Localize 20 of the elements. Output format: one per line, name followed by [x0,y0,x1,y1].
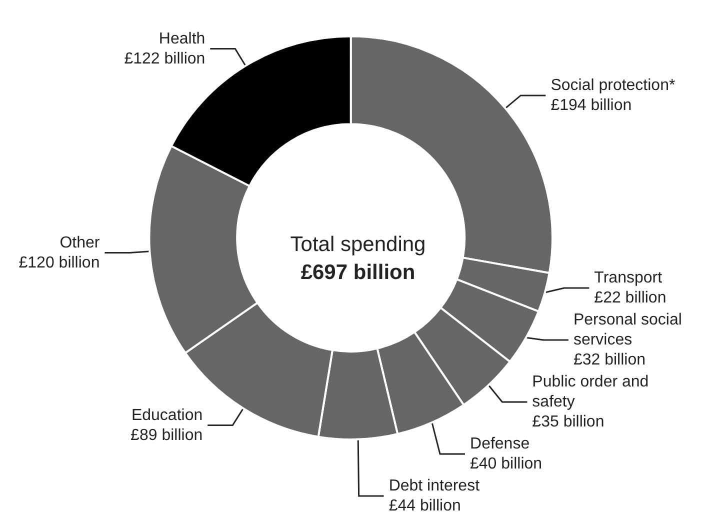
slice-label: Debt interest [388,478,480,494]
data-label: £120 billion [18,254,100,272]
data-label: £44 billion [388,498,461,514]
text: Total spending [290,233,426,256]
slice-label: Social protection* [550,76,676,94]
data-label: £32 billion [573,352,646,368]
data-label: £122 billion [124,50,206,68]
slice-label: Personal social services [573,312,686,348]
data-label: £35 billion [532,414,604,430]
slice-label: Transport [594,270,663,286]
slice-label: Other [60,234,100,252]
slice-label: Defense [470,436,530,452]
data-label: £22 billion [594,290,666,306]
data-label: £89 billion [130,426,203,444]
slice-label: Education [131,406,203,424]
data-label: £194 billion [550,96,632,114]
slice-label: Health [158,30,206,48]
data-label: £40 billion [470,456,542,472]
text: £697 billion [300,261,416,284]
slice-label: Public order and safety [532,374,654,410]
